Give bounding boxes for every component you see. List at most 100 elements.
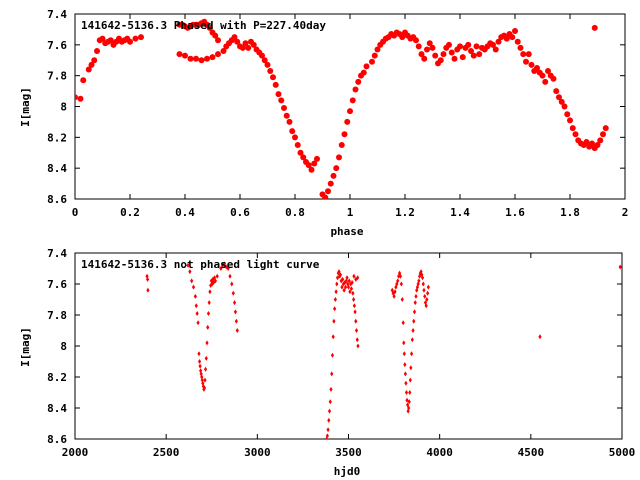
data-point [415,287,419,293]
data-point [583,138,590,145]
data-point [228,273,232,279]
data-point [345,275,349,281]
data-point [410,337,414,343]
data-point [416,281,420,287]
data-point [468,48,474,54]
data-point [407,399,411,405]
unphased-x-tick-label: 2000 [62,446,89,459]
data-point [440,51,447,58]
data-point [420,275,425,281]
data-point [336,270,340,276]
data-point [232,300,237,306]
phased-x-tick-label: 0.4 [175,206,195,219]
phased-x-label: phase [330,225,363,238]
phased-title: 141642-5136.3 Phased with P=227.40day [81,19,326,32]
data-point [512,27,518,34]
data-point [352,303,356,309]
data-point [418,273,422,279]
unphased-title: 141642-5136.3 not phased light curve [81,258,320,271]
data-point [413,300,417,306]
data-point [197,359,202,364]
data-point [336,154,342,161]
data-point [202,385,207,391]
data-point [476,51,483,58]
data-point [343,284,348,290]
phased-x-tick-label: 0 [72,206,79,219]
data-point [220,48,227,54]
data-point [215,273,219,279]
data-point [132,35,139,42]
data-point [392,293,396,299]
data-point [311,160,318,167]
data-point [408,390,412,395]
data-point [395,281,399,287]
data-point [264,61,271,68]
data-point [94,48,100,54]
data-point [231,34,238,41]
data-point [341,281,345,287]
phased-y-tick-label: 8.6 [47,193,67,206]
phased-panel: 0 0.2 0.4 0.6 0.8 1 1.2 1.4 1.6 1.8 2 7.4 7.6 7.8 8 8.… [19,8,628,238]
data-point [517,44,524,51]
data-point [414,293,418,299]
data-point [349,97,356,104]
unphased-y-label: I[mag] [19,327,32,367]
data-point [207,300,211,306]
data-point [204,355,208,361]
data-point [356,275,360,281]
data-point [473,43,480,50]
phased-x-tick-label: 1.6 [505,206,525,219]
data-point [600,131,606,138]
data-point [127,38,133,45]
data-point [182,52,188,59]
data-point [356,343,360,349]
data-point [205,340,209,346]
data-point [338,272,343,278]
data-point [340,284,344,290]
phased-x-tick-label: 0.2 [120,206,140,219]
phased-y-tick-label: 8.4 [47,162,67,175]
data-point [333,297,337,302]
data-point [363,63,370,70]
data-point [341,131,348,138]
data-point [400,297,404,302]
data-point [230,281,234,287]
data-point [409,365,413,371]
data-point [77,95,84,102]
data-point [558,98,565,105]
data-point [231,290,235,296]
data-point [424,46,430,53]
data-point [411,328,415,333]
data-point [550,75,557,82]
data-point [330,352,335,358]
unphased-data-points [145,261,622,439]
data-point [325,436,329,439]
unphased-x-axis: 2000 2500 3000 3500 4000 4500 5000 [62,253,635,459]
data-point [470,52,477,59]
data-point [234,318,238,324]
data-point [267,68,274,75]
data-point [176,51,183,58]
data-point [195,310,199,316]
data-point [226,266,230,271]
data-point [188,269,192,275]
phased-y-label: I[mag] [19,87,32,127]
phased-x-tick-label: 1.4 [450,206,470,219]
data-point [330,172,337,179]
data-point [348,289,352,295]
data-point [369,58,375,65]
data-point [451,55,458,62]
phased-x-tick-label: 1.2 [395,206,415,219]
data-point [322,194,329,199]
data-point [80,77,87,84]
data-point [495,38,502,45]
data-point [545,68,551,75]
data-point [342,287,346,293]
data-point [350,279,354,285]
data-point [99,35,106,42]
data-point [325,188,331,195]
data-point [399,281,403,287]
data-point [186,262,190,268]
data-point [327,417,331,423]
